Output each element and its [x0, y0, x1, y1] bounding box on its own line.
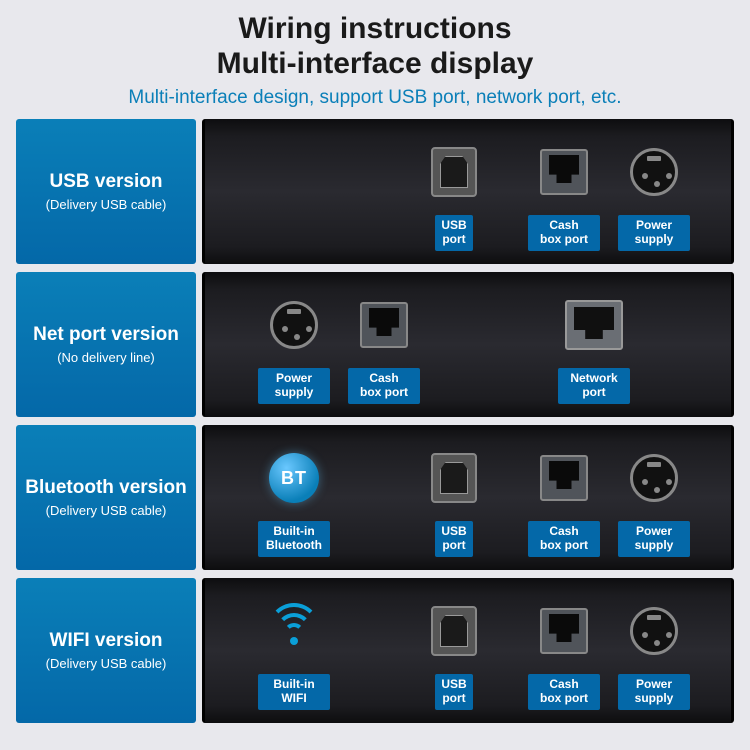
- din-port: Powersupply: [625, 143, 683, 201]
- din-icon: [265, 296, 323, 354]
- interface-row: Net port version (No delivery line) Powers…: [16, 272, 734, 417]
- port-tag: Powersupply: [618, 674, 690, 710]
- version-label: WIFI version (Delivery USB cable): [16, 578, 196, 723]
- version-name: USB version: [50, 171, 163, 193]
- port-tag: Powersupply: [618, 521, 690, 557]
- title-line-2: Multi-interface display: [217, 47, 534, 80]
- device-panel: USBport Cashbox port Powersupply: [202, 119, 734, 264]
- port-tag: Cashbox port: [528, 674, 600, 710]
- ports-strip: Built-inWIFI USBport Cashbox port Powersupp…: [205, 600, 731, 662]
- version-name: WIFI version: [50, 630, 163, 652]
- din-icon: [625, 602, 683, 660]
- port-tag: USBport: [435, 521, 472, 557]
- version-name: Bluetooth version: [25, 477, 187, 499]
- port-tag: Networkport: [558, 368, 630, 404]
- page-title: Wiring instructions Multi-interface disp…: [16, 12, 734, 81]
- device-panel: Built-inWIFI USBport Cashbox port Powersupp…: [202, 578, 734, 723]
- port-tag: Powersupply: [618, 215, 690, 251]
- rj-icon: [355, 296, 413, 354]
- rj45-port: Networkport: [565, 296, 623, 354]
- ports-strip: Powersupply Cashbox port Networkport: [205, 294, 731, 356]
- port-tag: Built-inBluetooth: [258, 521, 330, 557]
- usb-b-icon: [425, 602, 483, 660]
- din-port: Powersupply: [265, 296, 323, 354]
- rj-icon: [535, 449, 593, 507]
- interface-row: Bluetooth version(Delivery USB cable)BTB…: [16, 425, 734, 570]
- usb-b-icon: [425, 449, 483, 507]
- version-label: Net port version (No delivery line): [16, 272, 196, 417]
- din-port: Powersupply: [625, 602, 683, 660]
- rj-port: Cashbox port: [535, 143, 593, 201]
- port-tag: USBport: [435, 674, 472, 710]
- ports-strip: BTBuilt-inBluetooth USBport Cashbox port Po…: [205, 447, 731, 509]
- usb-b-port: USBport: [425, 602, 483, 660]
- usb-b-port: USBport: [425, 449, 483, 507]
- version-label: USB version (Delivery USB cable): [16, 119, 196, 264]
- din-port: Powersupply: [625, 449, 683, 507]
- usb-b-icon: [425, 143, 483, 201]
- interface-row: USB version (Delivery USB cable) USBport Ca…: [16, 119, 734, 264]
- version-note: (No delivery line): [57, 350, 155, 365]
- rj45-icon: [565, 296, 623, 354]
- interface-row: WIFI version (Delivery USB cable) Built-in…: [16, 578, 734, 723]
- wifi-icon: [265, 602, 323, 660]
- port-tag: Cashbox port: [348, 368, 420, 404]
- version-note: (Delivery USB cable): [46, 503, 167, 518]
- usb-b-port: USBport: [425, 143, 483, 201]
- interface-rows: USB version (Delivery USB cable) USBport Ca…: [16, 119, 734, 723]
- device-panel: BTBuilt-inBluetoothUSBportCashbox portPo…: [202, 425, 734, 570]
- din-icon: [625, 143, 683, 201]
- version-note: (Delivery USB cable): [46, 656, 167, 671]
- ports-strip: USBport Cashbox port Powersupply: [205, 141, 731, 203]
- rj-port: Cashbox port: [535, 449, 593, 507]
- version-label: Bluetooth version (Delivery USB cable): [16, 425, 196, 570]
- port-tag: Built-inWIFI: [258, 674, 330, 710]
- device-panel: Powersupply Cashbox port Networkport: [202, 272, 734, 417]
- version-note: (Delivery USB cable): [46, 197, 167, 212]
- port-tag: USBport: [435, 215, 472, 251]
- port-tag: Cashbox port: [528, 521, 600, 557]
- din-icon: [625, 449, 683, 507]
- port-tag: Cashbox port: [528, 215, 600, 251]
- rj-port: Cashbox port: [355, 296, 413, 354]
- version-name: Net port version: [33, 324, 179, 346]
- port-tag: Powersupply: [258, 368, 330, 404]
- page-subtitle: Multi-interface design, support USB port…: [16, 87, 734, 109]
- rj-icon: [535, 602, 593, 660]
- bt-icon: BT: [265, 449, 323, 507]
- rj-icon: [535, 143, 593, 201]
- wifi-port: Built-inWIFI: [265, 602, 323, 660]
- rj-port: Cashbox port: [535, 602, 593, 660]
- title-line-1: Wiring instructions: [238, 12, 511, 45]
- bt-port: BTBuilt-inBluetooth: [265, 449, 323, 507]
- page: Wiring instructions Multi-interface disp…: [0, 0, 750, 750]
